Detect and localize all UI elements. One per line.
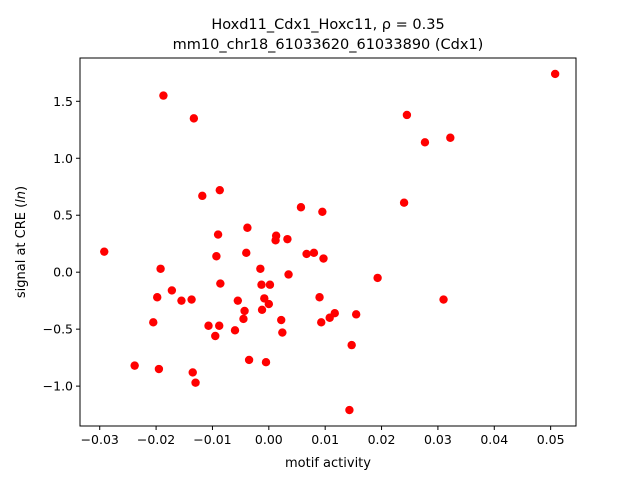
y-axis: −1.0 −0.5 0.0 0.5 1.0 1.5 [43,94,80,394]
data-point-12 [191,378,200,387]
data-point-26 [243,223,252,232]
x-axis: −0.03 −0.02 −0.01 0.00 0.01 0.02 0.03 0.04 0.05 [81,426,565,447]
x-tick-label: 0.03 [424,432,452,447]
data-point-8 [177,296,186,305]
data-point-7 [167,286,177,295]
data-point-10 [188,368,197,377]
x-tick-label: −0.03 [81,432,119,447]
x-tick-label: −0.01 [193,432,231,447]
data-point-21 [230,326,240,335]
data-point-15 [211,331,220,341]
data-point-2 [149,318,158,327]
data-point-42 [302,249,311,259]
data-point-56 [420,138,430,147]
chart-title-line2: mm10_chr18_61033620_61033890 (Cdx1) [173,37,484,53]
plot-frame [79,57,577,427]
x-tick-label: 0.04 [480,432,508,447]
data-point-4 [154,364,164,374]
y-tick-label: 1.5 [53,94,73,109]
data-point-54 [399,198,409,207]
data-point-9 [187,295,196,304]
data-point-38 [278,328,287,337]
data-point-0 [100,247,109,256]
data-point-36 [271,231,281,240]
x-tick-label: 0.05 [537,432,565,447]
data-point-57 [439,295,448,304]
data-point-34 [265,280,275,289]
data-point-39 [283,234,292,244]
data-point-20 [216,279,225,288]
data-point-14 [204,321,213,330]
data-point-17 [213,230,223,239]
y-tick-label: −1.0 [43,379,73,394]
data-point-31 [260,294,269,303]
data-point-40 [284,270,293,279]
y-tick-label: −0.5 [43,322,73,337]
y-axis-label-var: ln [14,191,29,203]
data-point-19 [215,185,224,195]
data-point-13 [198,191,207,201]
data-point-55 [402,110,412,120]
data-point-45 [317,318,326,327]
data-point-44 [315,293,324,302]
data-point-23 [239,314,248,324]
data-point-43 [309,248,319,258]
data-point-32 [261,358,271,367]
data-point-52 [351,310,361,319]
data-point-46 [318,207,327,217]
data-point-18 [215,321,224,330]
data-point-3 [153,293,162,302]
chart-title-line1: Hoxd11_Cdx1_Hoxc11, ρ = 0.35 [211,17,444,33]
data-point-22 [233,296,243,305]
data-point-47 [319,254,328,263]
data-point-53 [373,273,382,283]
data-point-37 [277,315,286,325]
data-point-51 [347,340,356,350]
data-point-1 [130,361,139,370]
data-point-16 [212,252,221,261]
x-tick-label: 0.01 [311,432,339,447]
y-tick-label: 1.0 [53,151,73,166]
y-tick-label: 0.5 [53,208,73,223]
x-tick-label: 0.00 [255,432,283,447]
data-point-41 [296,203,306,212]
data-point-24 [240,306,249,316]
y-axis-label: signal at CRE (ln) [14,186,29,298]
x-tick-label: 0.02 [368,432,396,447]
data-points [100,69,560,415]
data-point-59 [550,69,560,79]
data-point-27 [244,355,254,365]
data-point-29 [257,280,266,289]
data-point-33 [264,299,274,309]
data-point-28 [256,264,265,273]
data-point-6 [159,91,168,100]
data-point-58 [446,133,455,142]
data-point-50 [345,405,354,415]
data-point-30 [257,305,267,314]
data-point-11 [189,114,199,123]
data-point-5 [156,264,165,273]
data-point-49 [330,309,339,318]
data-point-25 [242,248,251,258]
x-tick-label: −0.02 [137,432,175,447]
y-axis-label-end: ) [14,186,29,191]
x-axis-label: motif activity [285,456,371,471]
y-axis-label-main: signal at CRE ( [14,203,29,298]
y-tick-label: 0.0 [53,265,73,280]
